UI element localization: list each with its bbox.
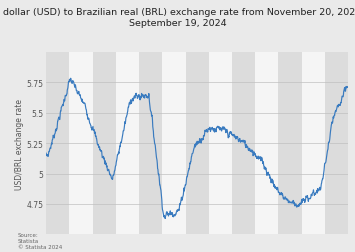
Bar: [93, 53, 116, 234]
Text: U.S. dollar (USD) to Brazilian real (BRL) exchange rate from November 20, 2020 t: U.S. dollar (USD) to Brazilian real (BRL…: [0, 8, 355, 28]
Bar: [232, 53, 255, 234]
Bar: [325, 53, 348, 234]
Bar: [279, 53, 302, 234]
Y-axis label: USD/BRL exchange rate: USD/BRL exchange rate: [15, 98, 23, 189]
Bar: [46, 53, 69, 234]
Bar: [139, 53, 162, 234]
Bar: [186, 53, 209, 234]
Text: Source:
Statista
© Statista 2024: Source: Statista © Statista 2024: [18, 232, 62, 249]
